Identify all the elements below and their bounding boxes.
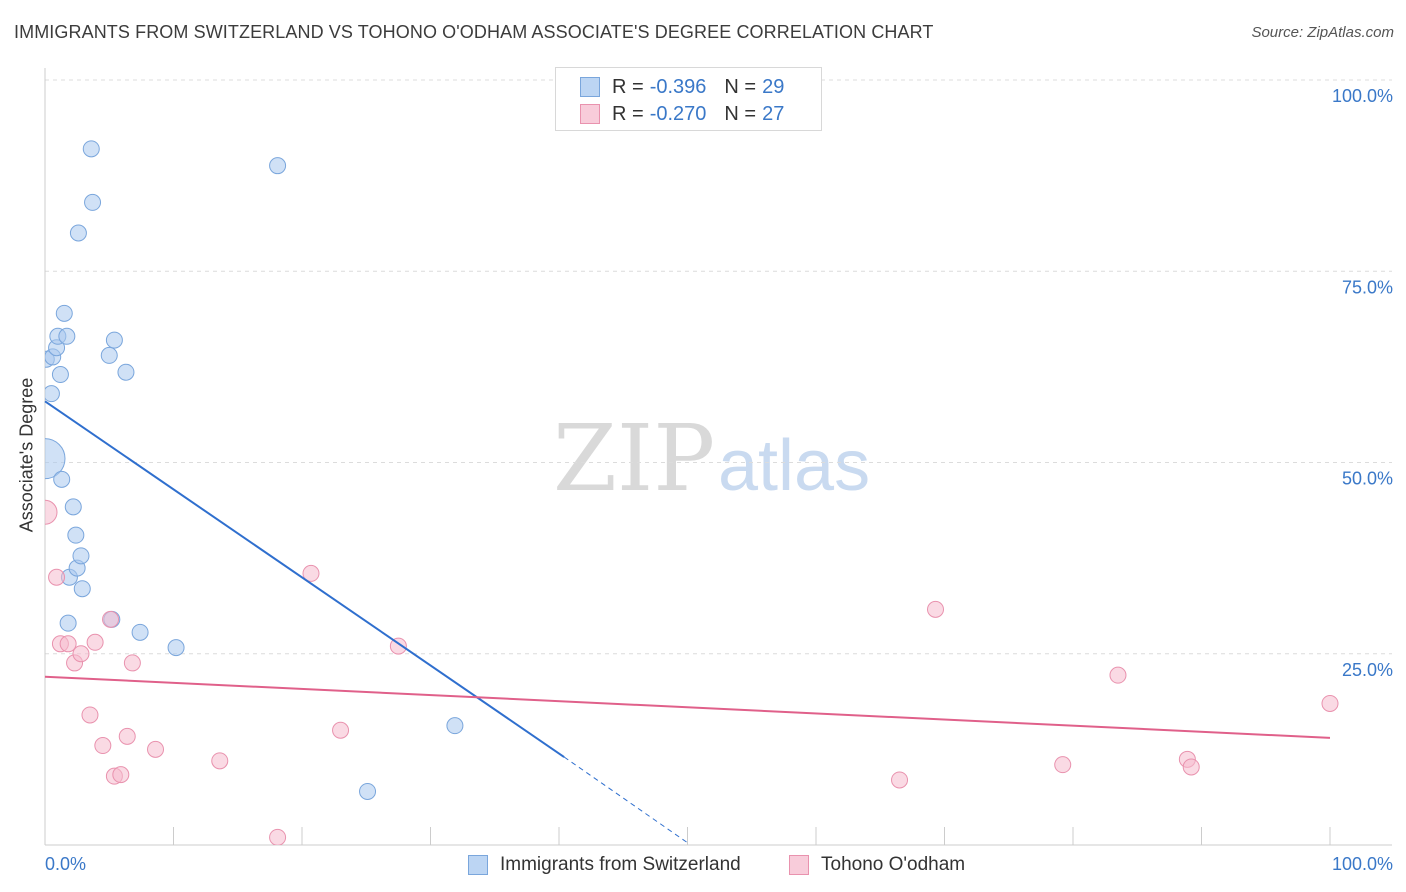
point-switzerland: [131, 623, 149, 641]
legend-swatch-pink: [789, 855, 809, 875]
legend-r-label: R =: [612, 102, 644, 125]
source-label: Source: ZipAtlas.com: [1251, 24, 1394, 41]
point-switzerland: [105, 331, 123, 349]
point-tohono: [45, 499, 58, 525]
chart-title: IMMIGRANTS FROM SWITZERLAND VS TOHONO O'…: [14, 22, 934, 42]
point-tohono: [269, 828, 287, 845]
point-tohono: [123, 654, 141, 672]
legend-swatch-blue: [468, 855, 488, 875]
point-switzerland: [69, 224, 87, 242]
point-tohono: [81, 706, 99, 724]
point-tohono: [147, 740, 165, 758]
y-tick-label: 50.0%: [1342, 469, 1393, 489]
y-axis-label: Associate's Degree: [16, 377, 37, 533]
point-tohono: [211, 752, 229, 770]
watermark-atlas: atlas: [718, 426, 870, 506]
point-switzerland: [100, 346, 118, 364]
trendline-switzerland-extension: [563, 756, 688, 844]
point-switzerland: [446, 717, 464, 735]
point-tohono: [891, 771, 909, 789]
watermark-zip: ZIP: [553, 405, 715, 512]
legend-swatch-blue: [580, 77, 600, 97]
point-tohono: [118, 727, 136, 745]
point-tohono: [94, 737, 112, 755]
point-tohono: [927, 600, 945, 618]
point-tohono: [302, 564, 320, 582]
point-switzerland: [117, 363, 135, 381]
point-tohono: [86, 633, 104, 651]
points-layer: [45, 140, 1339, 845]
bottom-legend-switzerland: Immigrants from Switzerland: [468, 852, 741, 878]
legend-series-name: Immigrants from Switzerland: [500, 854, 741, 875]
legend-r-value: -0.396: [649, 75, 707, 98]
point-tohono: [112, 766, 130, 784]
point-switzerland: [55, 304, 73, 322]
point-switzerland: [72, 547, 90, 565]
point-switzerland: [59, 614, 77, 632]
point-tohono: [1182, 758, 1200, 776]
legend-n-label: N =: [724, 102, 757, 125]
legend-r-label: R =: [612, 75, 644, 98]
legend-row-switzerland: R = -0.396 N = 29: [580, 74, 784, 100]
y-tick-label: 75.0%: [1342, 277, 1393, 297]
legend-r-value: -0.270: [649, 102, 707, 125]
point-switzerland: [84, 193, 102, 211]
point-switzerland: [67, 526, 85, 544]
legend-n-label: N =: [724, 75, 757, 98]
y-tick-label: 25.0%: [1342, 660, 1393, 680]
legend-row-tohono: R = -0.270 N = 27: [580, 101, 784, 127]
trendline-switzerland: [44, 400, 565, 758]
legend-n-value: 29: [762, 75, 785, 98]
legend: R = -0.396 N = 29 R = -0.270 N = 27: [555, 67, 822, 131]
legend-n-value: 27: [762, 102, 785, 125]
trendline-tohono: [44, 675, 1331, 739]
point-switzerland: [269, 157, 287, 175]
point-switzerland: [51, 366, 69, 384]
point-switzerland: [45, 385, 60, 403]
point-switzerland: [64, 498, 82, 516]
x-tick-label: 0.0%: [45, 854, 86, 874]
x-tick-label: 100.0%: [1332, 854, 1393, 874]
point-tohono: [389, 637, 407, 655]
point-tohono: [72, 645, 90, 663]
point-tohono: [59, 635, 77, 653]
point-tohono: [48, 568, 66, 586]
point-tohono: [1321, 694, 1339, 712]
point-switzerland: [167, 639, 185, 657]
point-switzerland: [73, 580, 91, 598]
bottom-legend-tohono: Tohono O'odham: [789, 852, 965, 878]
point-tohono: [102, 610, 120, 628]
legend-swatch-pink: [580, 104, 600, 124]
point-tohono: [1109, 666, 1127, 684]
y-tick-label: 100.0%: [1332, 86, 1393, 106]
point-switzerland: [53, 470, 71, 488]
point-tohono: [1054, 756, 1072, 774]
point-switzerland: [359, 782, 377, 800]
point-switzerland: [45, 438, 66, 480]
point-switzerland: [82, 140, 100, 158]
legend-series-name: Tohono O'odham: [821, 854, 966, 875]
point-tohono: [332, 721, 350, 739]
point-switzerland: [58, 327, 76, 345]
